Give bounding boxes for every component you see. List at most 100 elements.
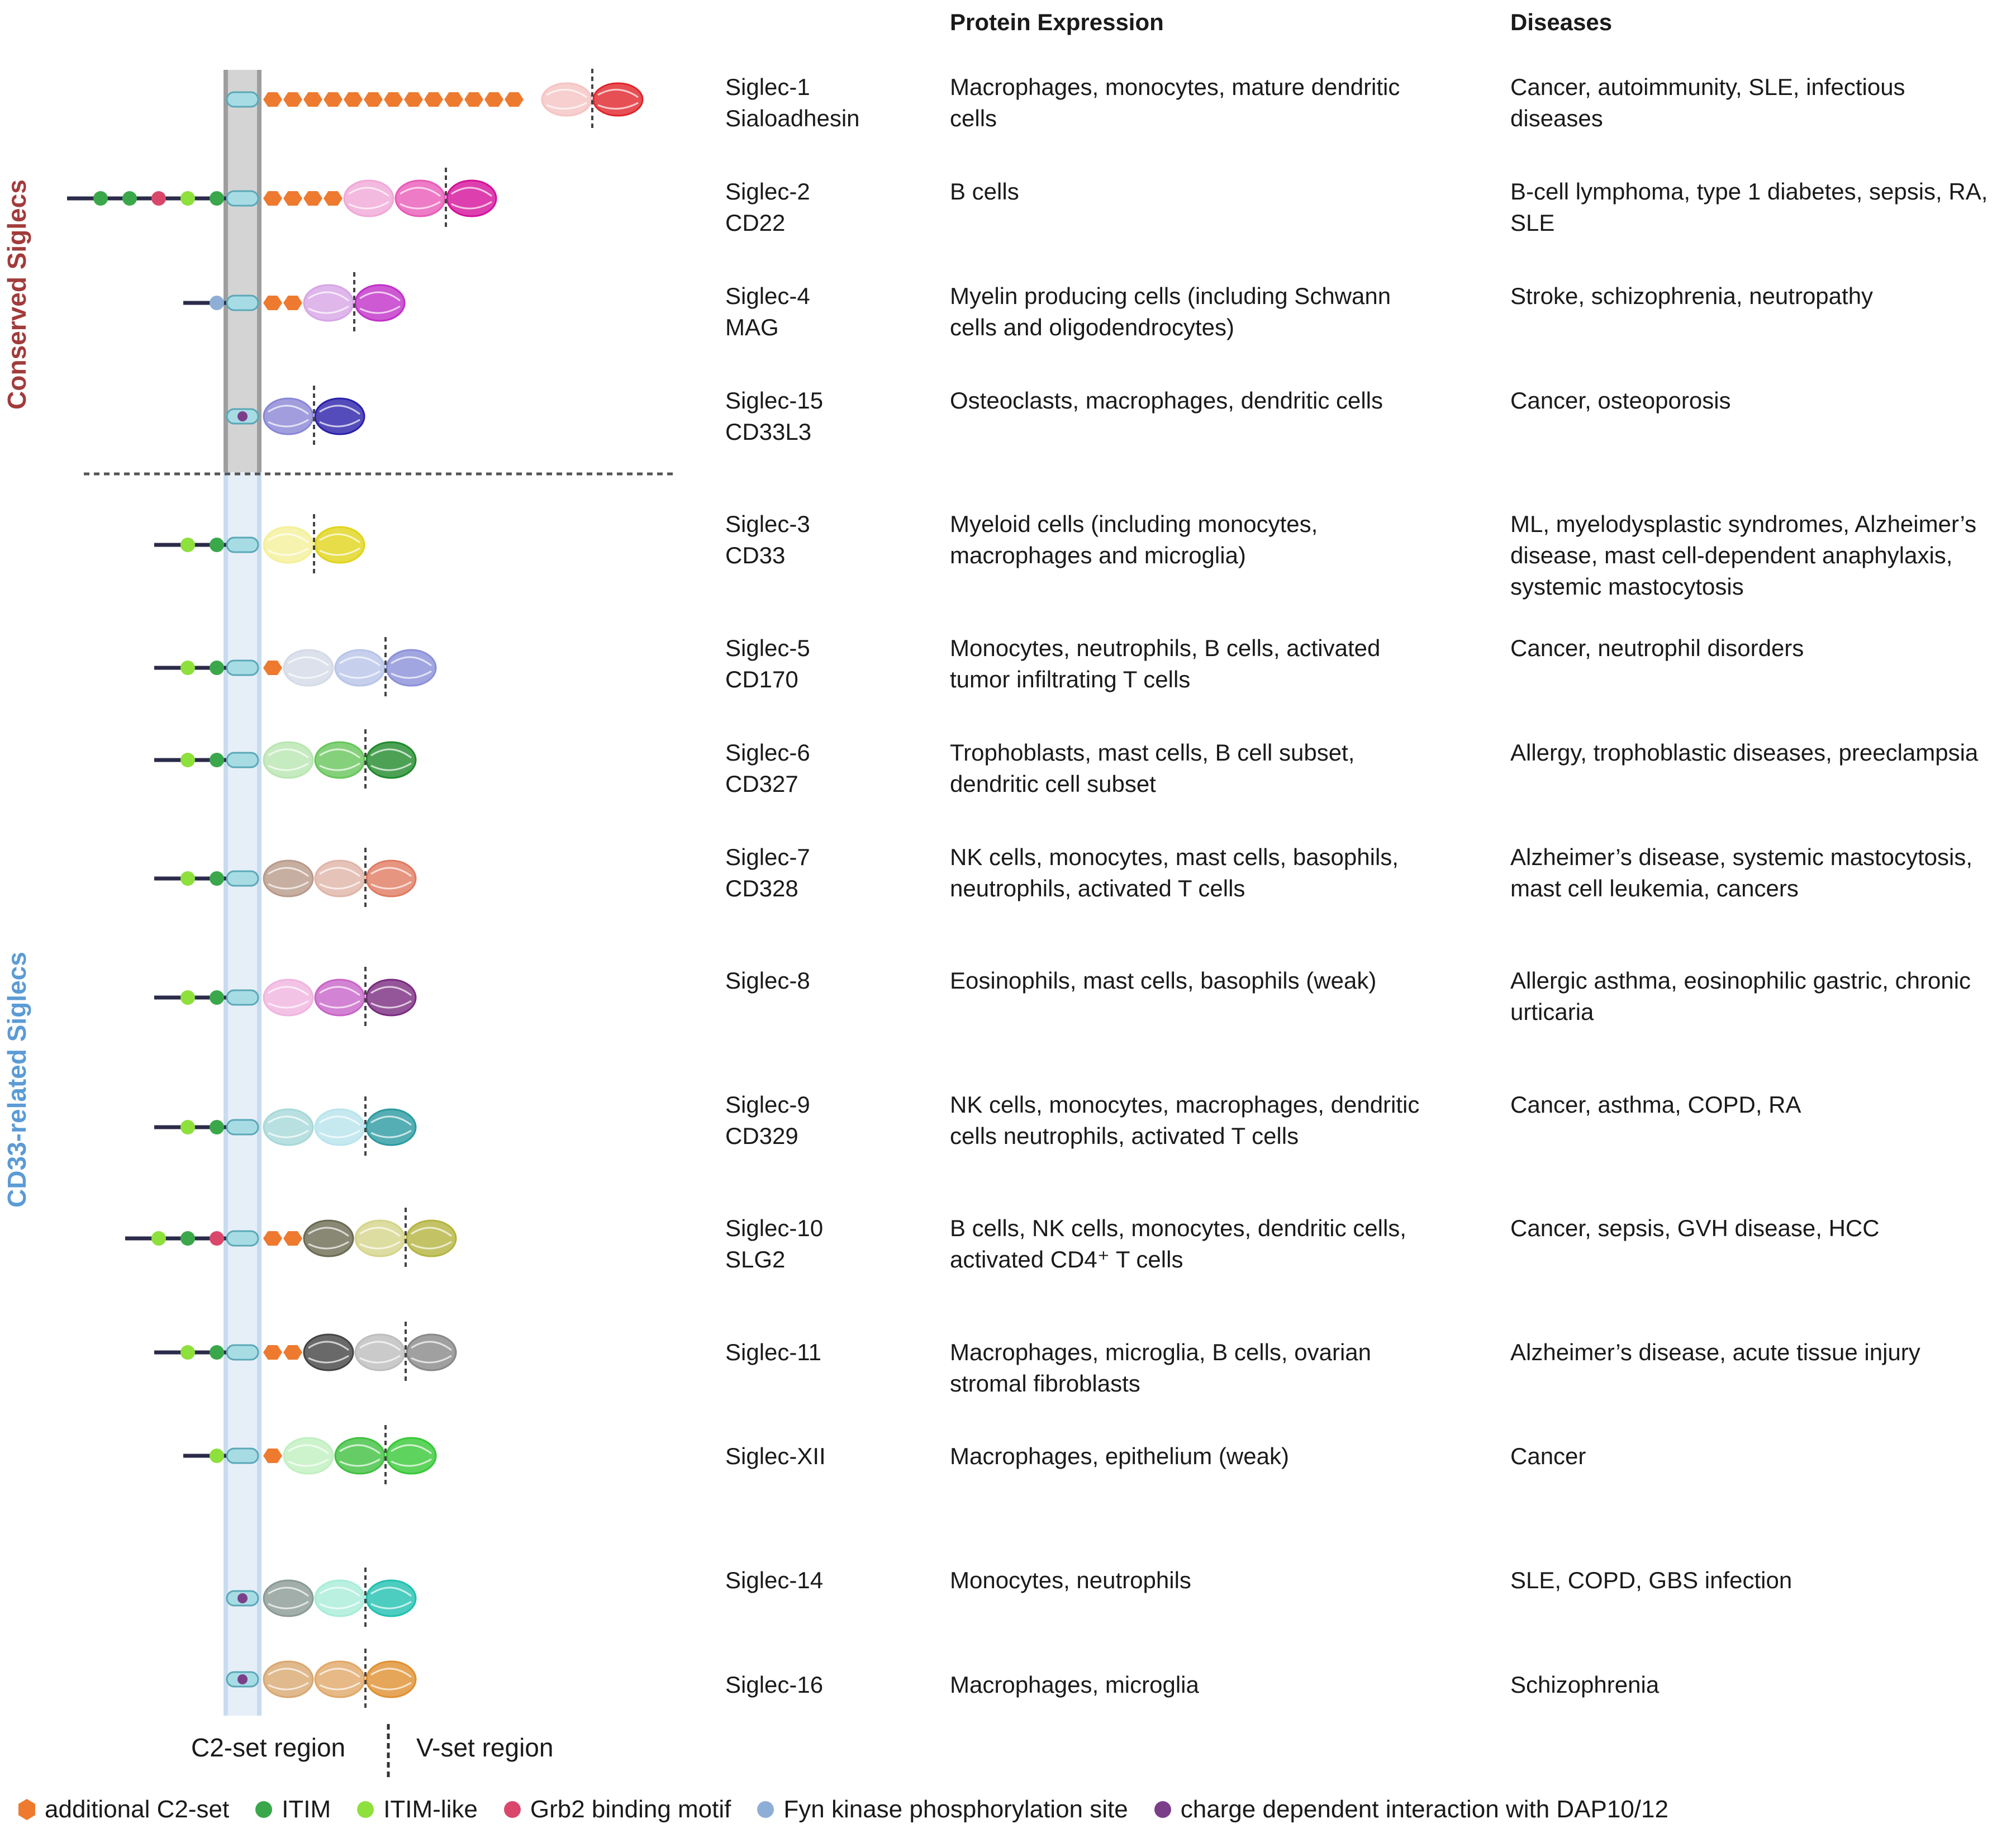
siglec-name: Siglec-7	[725, 844, 810, 870]
light-green-dot-icon	[357, 1801, 374, 1818]
protein-expression-cell: Osteoclasts, macrophages, dendritic cell…	[950, 387, 1383, 414]
siglec-alias: Sialoadhesin	[725, 105, 860, 131]
siglec-name: Siglec-6	[725, 739, 810, 766]
beta-strand-detail	[319, 533, 360, 556]
diseases-cell: B-cell lymphoma, type 1 diabetes, sepsis…	[1510, 178, 1988, 236]
beta-strand-detail	[370, 867, 412, 890]
beta-strand-detail	[268, 1668, 309, 1690]
beta-strand-detail	[411, 1341, 452, 1364]
beta-strand-detail	[319, 748, 360, 771]
transmembrane-domain	[226, 1447, 259, 1464]
ig-like-domain	[314, 859, 365, 897]
diseases-cell: Cancer, neutrophil disorders	[1510, 635, 1804, 661]
beta-strand-detail	[370, 986, 412, 1009]
additional-c2-set-domain	[364, 92, 383, 107]
ig-like-domain	[386, 1437, 437, 1475]
ig-like-domain	[314, 1579, 365, 1617]
siglec-name: Siglec-16	[725, 1671, 824, 1698]
additional-c2-set-domain	[303, 191, 322, 206]
beta-strand-detail	[359, 1227, 401, 1250]
header-protein-expression: Protein Expression	[950, 9, 1164, 35]
ig-like-domain	[592, 82, 644, 117]
group-label-cd33-related: CD33-related Siglecs	[2, 952, 31, 1208]
beta-strand-detail	[348, 187, 389, 210]
siglec-alias: CD328	[725, 875, 798, 901]
itim-like-motif	[180, 753, 195, 767]
legend-label: charge dependent interaction with DAP10/…	[1180, 1796, 1668, 1823]
itim-like-motif	[180, 538, 195, 552]
siglec-name: Siglec-3	[725, 511, 810, 537]
membrane-conserved-edge-right	[257, 70, 261, 472]
siglec-name: Siglec-1	[725, 74, 810, 100]
beta-strand-detail	[268, 533, 309, 556]
diseases-cell: SLE, COPD, GBS infection	[1510, 1567, 1792, 1593]
itim-motif	[210, 661, 224, 675]
legend-item: charge dependent interaction with DAP10/…	[1153, 1796, 1668, 1823]
siglec-name: Siglec-10	[725, 1215, 824, 1241]
ig-like-domain	[406, 1219, 457, 1257]
dap-charge-site	[237, 1593, 248, 1603]
protein-expression-cell: Macrophages, monocytes, mature dendritic…	[950, 74, 1400, 131]
ig-like-domain	[343, 179, 394, 217]
beta-strand-detail	[268, 1587, 309, 1609]
transmembrane-domain	[226, 870, 259, 887]
transmembrane-domain	[226, 1230, 259, 1247]
itim-like-motif	[180, 1345, 195, 1360]
ig-like-domain	[303, 1219, 354, 1257]
itim-motif	[210, 871, 224, 886]
protein-expression-cell: Macrophages, epithelium (weak)	[950, 1443, 1289, 1469]
beta-strand-detail	[319, 1587, 360, 1609]
siglec-alias: CD22	[725, 210, 786, 236]
diseases-cell: Cancer, autoimmunity, SLE, infectious di…	[1510, 74, 1905, 131]
beta-strand-detail	[370, 1587, 412, 1609]
itim-like-motif	[210, 1449, 224, 1463]
siglec-alias: CD327	[725, 771, 798, 797]
ig-like-domain	[314, 979, 365, 1017]
ig-like-domain	[283, 1437, 334, 1475]
beta-strand-detail	[391, 656, 432, 679]
v-set-region-label: V-set region	[416, 1733, 554, 1762]
legend-label: ITIM-like	[383, 1796, 478, 1823]
beta-strand-detail	[268, 867, 309, 890]
beta-strand-detail	[319, 867, 360, 890]
transmembrane-domain	[226, 91, 259, 108]
membrane-cd33-edge-right	[257, 472, 261, 1716]
siglec-alias: MAG	[725, 314, 779, 340]
additional-c2-set-domain	[263, 661, 282, 675]
itim-like-motif	[180, 990, 195, 1005]
transmembrane-domain	[226, 190, 259, 207]
membrane-conserved	[224, 70, 261, 472]
protein-expression-cell: B cells, NK cells, monocytes, dendritic …	[950, 1215, 1406, 1272]
legend-item: ITIM	[254, 1796, 331, 1823]
additional-c2-set-domain	[384, 92, 403, 107]
additional-c2-set-domain	[324, 92, 343, 107]
ig-like-domain	[365, 1660, 417, 1698]
protein-expression-cell: NK cells, monocytes, mast cells, basophi…	[950, 844, 1399, 901]
additional-c2-set-domain	[263, 1449, 282, 1463]
siglec-name: Siglec-15	[725, 387, 824, 414]
ig-like-domain	[263, 1660, 314, 1698]
beta-strand-detail	[546, 89, 587, 110]
dap-charge-site	[237, 411, 248, 421]
beta-strand-detail	[339, 1444, 381, 1467]
itim-like-motif	[180, 871, 195, 886]
itim-motif	[210, 1345, 224, 1360]
ig-like-domain	[263, 526, 314, 564]
membrane-cd33	[224, 472, 261, 1716]
itim-motif	[122, 191, 137, 206]
ig-like-domain	[365, 859, 417, 897]
additional-c2-set-domain	[283, 1345, 302, 1360]
ig-like-domain	[394, 179, 446, 217]
beta-strand-detail	[268, 405, 309, 428]
beta-strand-detail	[308, 1341, 349, 1364]
membrane-cd33-edge-left	[224, 472, 228, 1716]
transmembrane-domain	[226, 752, 259, 768]
itim-motif	[93, 191, 108, 206]
protein-expression-cell: NK cells, monocytes, macrophages, dendri…	[950, 1091, 1420, 1149]
siglec-name: Siglec-9	[725, 1091, 810, 1118]
siglec-name: Siglec-14	[725, 1567, 824, 1593]
additional-c2-set-domain	[464, 92, 483, 107]
additional-c2-set-domain	[263, 191, 282, 206]
diseases-cell: Stroke, schizophrenia, neutropathy	[1510, 283, 1874, 309]
ig-like-domain	[314, 741, 365, 779]
